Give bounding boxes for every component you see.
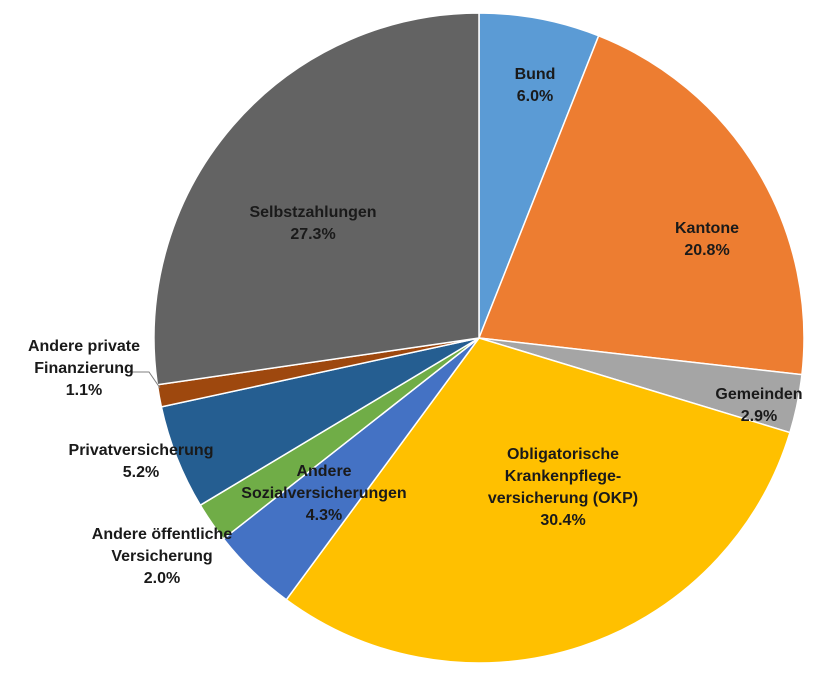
slice-label: Selbstzahlungen 27.3% bbox=[249, 204, 376, 243]
slice-label: Obligatorische Krankenpflege-versicherung… bbox=[488, 446, 638, 529]
slice-value-label: 1.1% bbox=[66, 382, 102, 399]
pie-slice bbox=[477, 34, 805, 376]
leader-line bbox=[129, 371, 161, 389]
slice-name-label: Andere private bbox=[28, 338, 140, 355]
slice-name-label: Finanzierung bbox=[34, 360, 134, 377]
slice-name-label: Selbstzahlungen bbox=[249, 204, 376, 221]
slice-name-label: Sozialversicherungen bbox=[241, 485, 406, 502]
slice-name-label: Bund bbox=[515, 66, 556, 83]
slice-name-label: Krankenpflege- bbox=[505, 468, 621, 485]
slice-name-label: Andere öffentliche bbox=[92, 526, 233, 543]
slice-value-label: 2.9% bbox=[741, 408, 777, 425]
slice-label: Gemeinden 2.9% bbox=[715, 386, 802, 425]
slice-name-label: versicherung (OKP) bbox=[488, 490, 638, 507]
slice-name-label: Kantone bbox=[675, 220, 739, 237]
slice-name-label: Privatversicherung bbox=[69, 442, 214, 459]
slice-value-label: 27.3% bbox=[290, 226, 335, 243]
slice-label: Bund 6.0% bbox=[515, 66, 556, 105]
slice-label: Andere öffentliche Versicherung 2.0% bbox=[92, 526, 233, 587]
pie-slice bbox=[478, 12, 600, 339]
slice-name-label: Gemeinden bbox=[715, 386, 802, 403]
leader-lines bbox=[129, 371, 161, 389]
slice-label: Andere private Finanzierung 1.1% bbox=[28, 338, 140, 399]
pie-slice bbox=[285, 337, 791, 664]
slice-value-label: 4.3% bbox=[306, 507, 342, 524]
slice-value-label: 30.4% bbox=[540, 512, 585, 529]
slice-name-label: Andere bbox=[296, 463, 351, 480]
slice-label: Andere Sozialversicherungen 4.3% bbox=[241, 463, 406, 524]
slice-value-label: 5.2% bbox=[123, 464, 159, 481]
slice-name-label: Obligatorische bbox=[507, 446, 619, 463]
slice-label: Kantone 20.8% bbox=[675, 220, 739, 259]
pie-slice bbox=[153, 12, 480, 386]
slice-value-label: 20.8% bbox=[684, 242, 729, 259]
slice-value-label: 6.0% bbox=[517, 88, 553, 105]
slice-value-label: 2.0% bbox=[144, 570, 180, 587]
pie-slices bbox=[153, 12, 805, 664]
slice-labels: Bund 6.0% Kantone 20.8% Gemeinden 2.9% Obligat… bbox=[28, 66, 803, 587]
slice-name-label: Versicherung bbox=[111, 548, 212, 565]
slice-label: Privatversicherung 5.2% bbox=[69, 442, 214, 481]
